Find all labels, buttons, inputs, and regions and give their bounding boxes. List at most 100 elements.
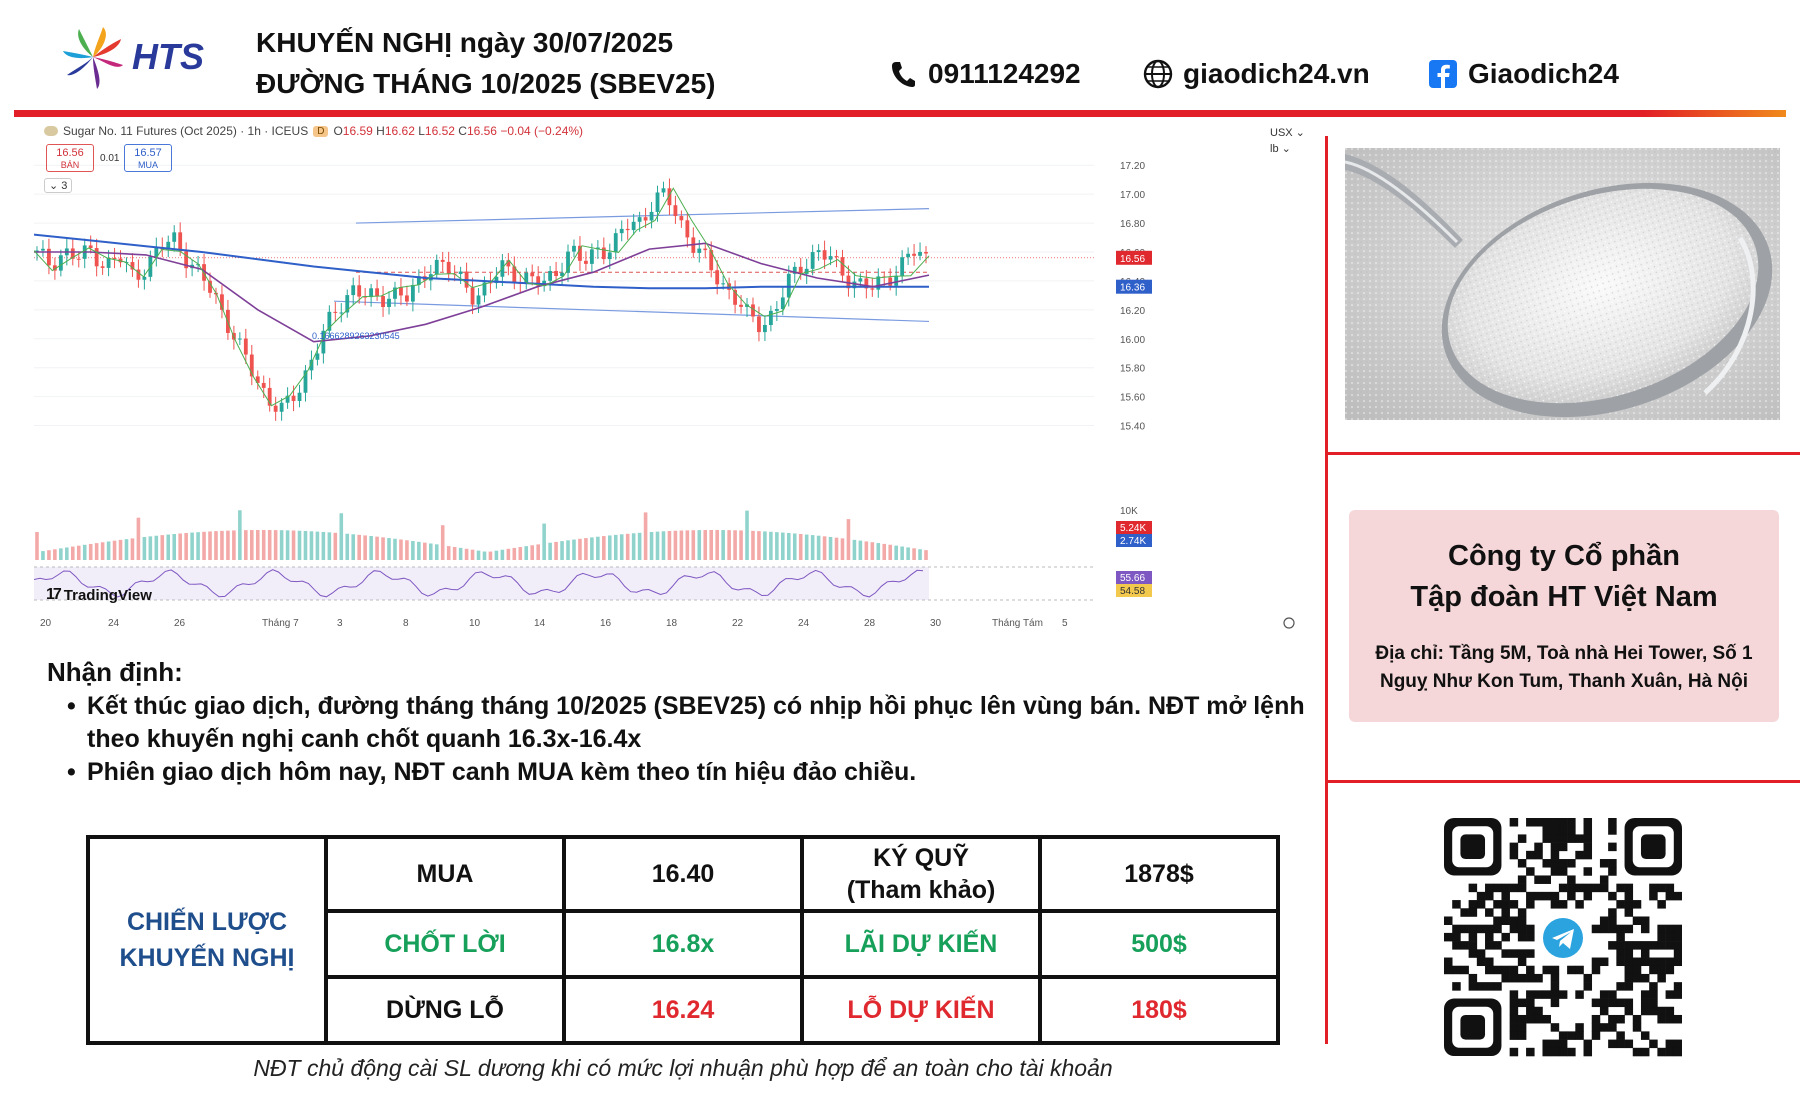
candle-body — [440, 259, 445, 262]
candle-body — [578, 245, 582, 261]
price-axis-label: 16.20 — [1120, 306, 1145, 317]
volume-bar — [631, 533, 636, 560]
volume-bar — [607, 535, 612, 560]
qr-module — [1665, 891, 1675, 901]
volume-bar — [882, 543, 887, 560]
volume-bar — [130, 538, 135, 560]
candle-body — [285, 395, 290, 403]
brand-logo[interactable]: HTS — [58, 22, 208, 92]
volume-bar — [500, 549, 505, 560]
qr-module — [1542, 818, 1551, 827]
qr-module — [1599, 924, 1609, 934]
candle-body — [816, 250, 821, 253]
candle-body — [733, 289, 737, 305]
qr-module — [1550, 834, 1560, 843]
candle-body — [297, 392, 302, 401]
volume-bar — [208, 531, 212, 560]
volume-bar — [751, 530, 755, 560]
candle-body — [924, 251, 928, 254]
volume-bar — [864, 541, 869, 560]
volume-bar — [745, 510, 749, 560]
qr-module — [1509, 883, 1519, 893]
volume-bar — [721, 530, 725, 560]
qr-module — [1509, 1014, 1519, 1024]
qr-module — [1608, 941, 1617, 950]
qr-module — [1558, 859, 1568, 868]
qr-module — [1550, 850, 1560, 860]
volume-bar — [232, 530, 236, 560]
candle-body — [327, 311, 332, 331]
qr-module — [1640, 998, 1650, 1008]
qr-module — [1493, 924, 1502, 934]
qr-module — [1542, 891, 1551, 901]
price-chart[interactable]: 17.2017.0016.8016.6016.4016.2016.0015.80… — [34, 120, 1324, 640]
telegram-qr-code[interactable] — [1444, 818, 1683, 1058]
qr-module — [1526, 973, 1535, 983]
qr-module — [1624, 924, 1634, 934]
volume-bar — [888, 544, 893, 560]
qr-module — [1517, 859, 1527, 868]
qr-module — [1673, 990, 1683, 999]
analysis-list: Kết thúc giao dịch, đường tháng tháng 10… — [67, 690, 1317, 789]
candle-body — [780, 297, 785, 310]
volume-bar — [249, 530, 254, 560]
sell-button[interactable]: 16.56 BÁN — [46, 144, 94, 172]
qr-module — [1526, 990, 1535, 999]
symbol-icon — [44, 126, 58, 136]
unit-select[interactable]: lb ⌄ — [1270, 143, 1291, 155]
phone-contact[interactable]: 0911124292 — [888, 58, 1081, 90]
right-panel-rule-top — [1325, 452, 1800, 455]
qr-module — [1673, 891, 1683, 901]
volume-bar — [363, 535, 367, 560]
volume-bar — [106, 541, 111, 560]
qr-module — [1558, 834, 1568, 843]
facebook-contact[interactable]: Giaodich24 — [1428, 58, 1619, 90]
qr-module — [1665, 957, 1675, 967]
date-axis-label: 8 — [403, 618, 409, 629]
qr-module — [1673, 924, 1683, 934]
price-axis-label: 17.20 — [1120, 161, 1145, 172]
website-link[interactable]: giaodich24.vn — [1183, 58, 1370, 89]
qr-module — [1468, 932, 1478, 942]
company-address: Địa chỉ: Tầng 5M, Toà nhà Hei Tower, Số … — [1375, 643, 1753, 692]
candle-body — [703, 248, 708, 251]
candle-body — [554, 270, 558, 277]
volume-bar — [417, 541, 421, 560]
qr-module — [1501, 949, 1510, 958]
candle-body — [524, 272, 529, 284]
buy-button[interactable]: 16.57 MUA — [124, 144, 172, 172]
qr-module — [1526, 965, 1535, 975]
qr-module — [1526, 924, 1535, 934]
volume-bar — [488, 551, 493, 560]
qr-module — [1657, 883, 1666, 893]
price-axis-label: 15.60 — [1120, 393, 1145, 404]
volume-bar — [214, 531, 218, 560]
qr-module — [1509, 916, 1519, 925]
qr-module — [1517, 998, 1527, 1008]
qr-module — [1517, 973, 1527, 983]
qr-module — [1673, 1014, 1683, 1024]
candle-body — [446, 261, 451, 274]
candle-body — [685, 220, 690, 238]
qr-module — [1616, 998, 1625, 1008]
candle-body — [434, 259, 439, 275]
qr-module — [1558, 1047, 1568, 1057]
candle-body — [715, 270, 720, 285]
volume-bar — [560, 541, 564, 560]
facebook-page[interactable]: Giaodich24 — [1468, 58, 1619, 89]
candle-body — [369, 288, 374, 298]
qr-module — [1649, 891, 1658, 901]
candle-body — [679, 216, 684, 221]
qr-module — [1567, 875, 1576, 884]
volume-bar — [602, 536, 606, 560]
candle-body — [858, 278, 863, 282]
qr-module — [1583, 1047, 1593, 1057]
right-panel-rule-bottom — [1325, 780, 1800, 783]
qr-module — [1517, 916, 1527, 925]
spread-value: 0.01 — [100, 153, 120, 164]
website-contact[interactable]: giaodich24.vn — [1143, 58, 1370, 90]
volume-bar — [464, 548, 469, 560]
indicator-collapse-toggle[interactable]: ⌄ 3 — [44, 178, 73, 193]
currency-select[interactable]: USX ⌄ — [1270, 127, 1305, 139]
qr-finder-core — [1460, 834, 1486, 860]
